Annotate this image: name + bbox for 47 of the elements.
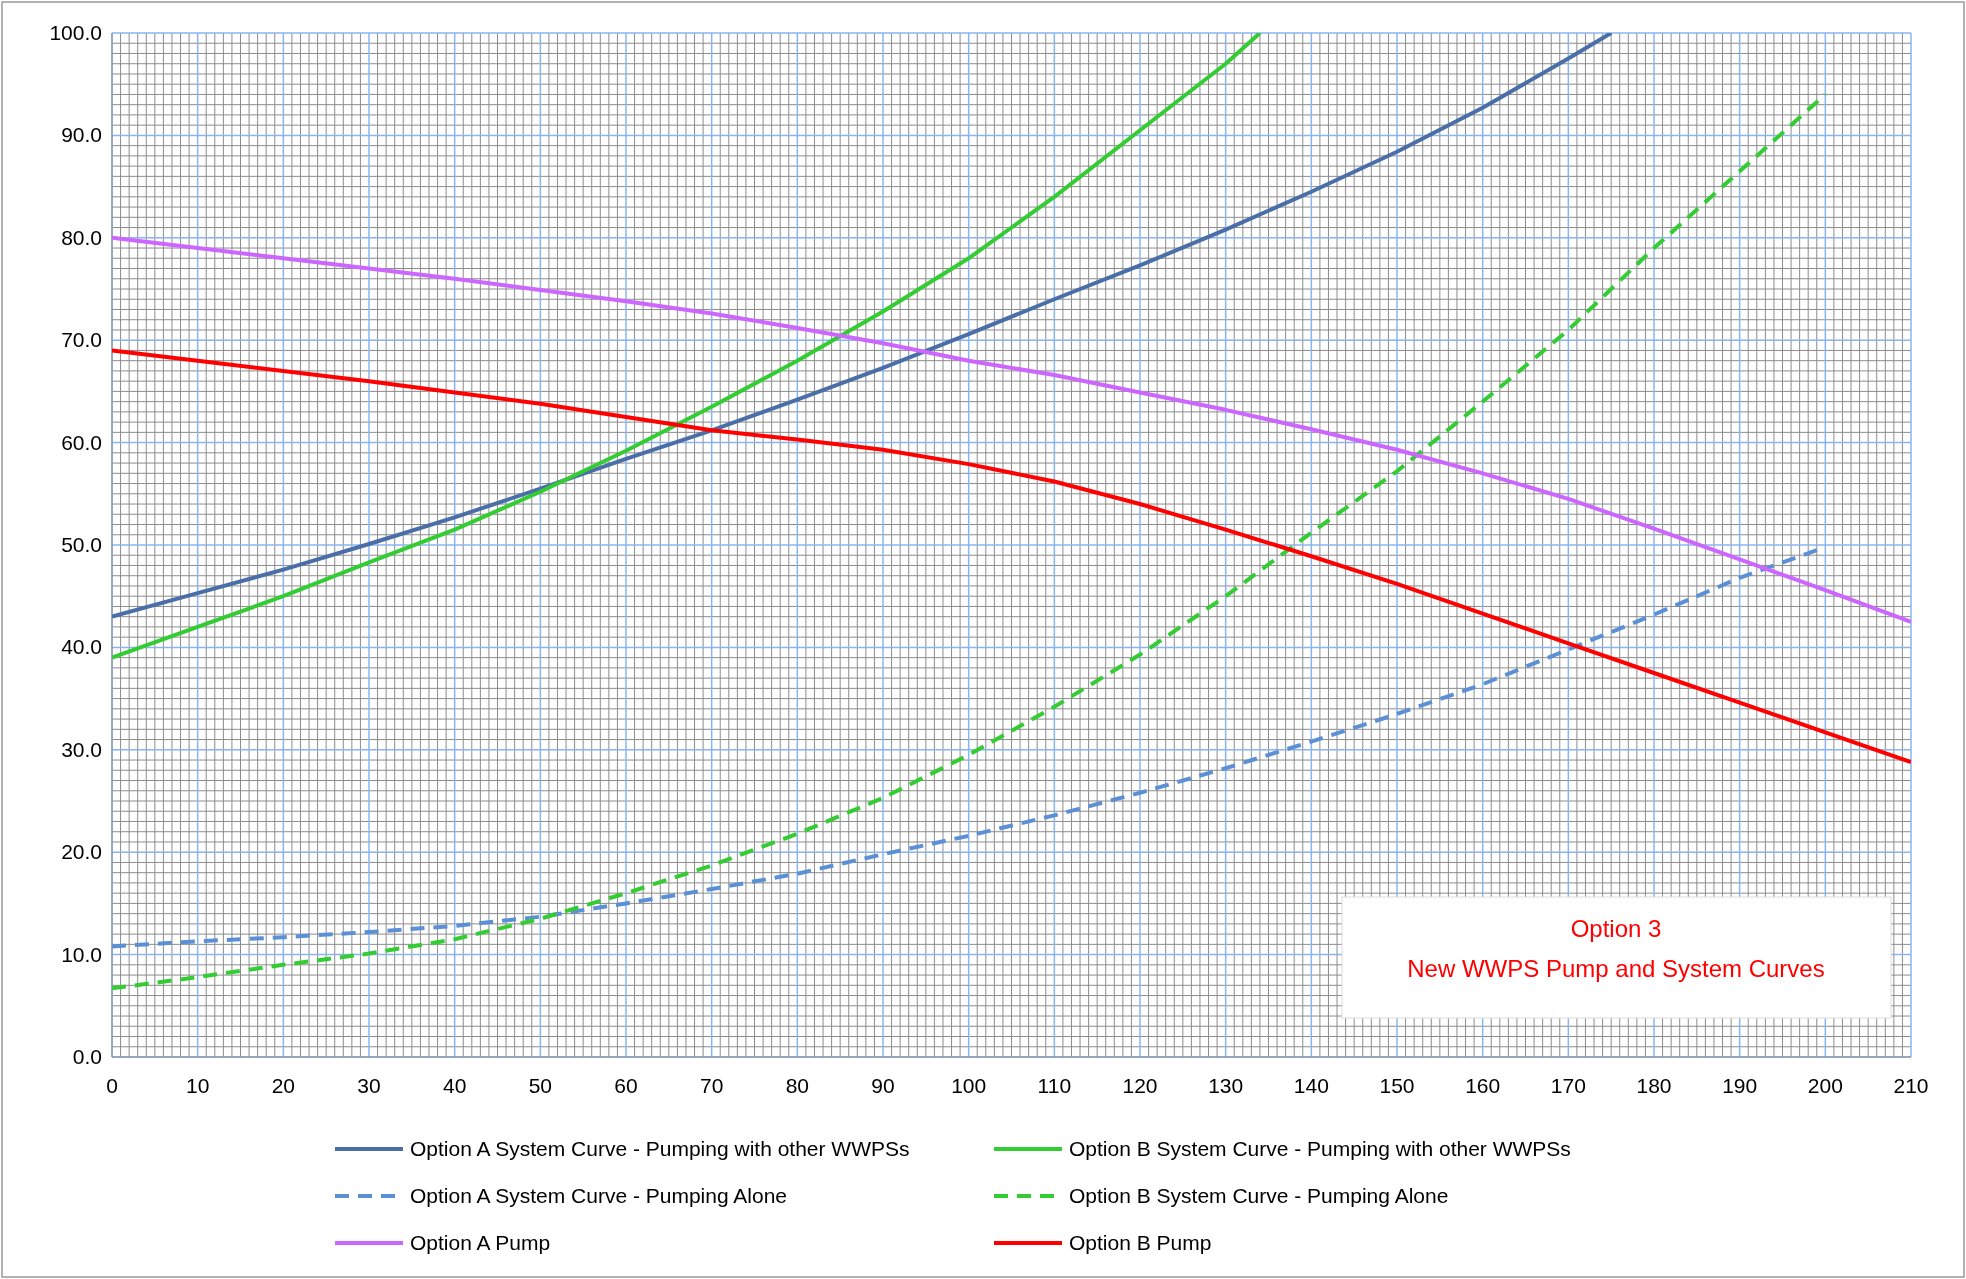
x-tick-label: 130: [1208, 1074, 1244, 1097]
x-tick-label: 200: [1807, 1074, 1843, 1097]
x-tick-label: 20: [271, 1074, 296, 1097]
x-tick-label: 110: [1037, 1074, 1072, 1097]
y-tick-label: 30.0: [61, 737, 102, 761]
x-tick-label: 0: [106, 1074, 118, 1097]
legend-label: Option B System Curve - Pumping with other WWPSs: [1069, 1137, 1571, 1160]
annotation: New WWPS Pump and System Curves: [1407, 955, 1825, 982]
y-tick-label: 20.0: [61, 840, 102, 864]
y-tick-label: 70.0: [61, 328, 102, 352]
x-tick-label: 100: [951, 1074, 987, 1097]
x-tick-label: 170: [1550, 1074, 1586, 1097]
x-tick-label: 150: [1379, 1074, 1415, 1097]
legend-label: Option B Pump: [1069, 1231, 1212, 1254]
legend-label: Option A System Curve - Pumping with other WWPSs: [410, 1137, 910, 1160]
x-tick-label: 140: [1293, 1074, 1329, 1097]
legend-label: Option B System Curve - Pumping Alone: [1069, 1184, 1449, 1207]
x-tick-label: 120: [1122, 1074, 1158, 1097]
x-tick-label: 90: [871, 1074, 895, 1097]
x-tick-label: 60: [614, 1074, 638, 1097]
legend-label: Option A System Curve - Pumping Alone: [410, 1184, 788, 1207]
x-tick-label: 160: [1465, 1074, 1501, 1097]
x-tick-label: 30: [357, 1074, 381, 1097]
x-tick-label: 10: [185, 1074, 210, 1097]
legend-label: Option A Pump: [410, 1231, 551, 1254]
y-tick-label: 0.0: [72, 1045, 102, 1068]
line-series: [112, 92, 1828, 991]
y-tick-label: 60.0: [61, 430, 102, 454]
y-tick-label: 80.0: [61, 225, 102, 249]
line-series: [112, 33, 1614, 619]
note-box: Option 3 New WWPS Pump and System Curves: [1341, 896, 1892, 1019]
y-tick-label: 10.0: [61, 942, 102, 966]
x-tick-label: 180: [1636, 1074, 1672, 1097]
x-tick-label: 190: [1722, 1074, 1758, 1097]
line-series: [112, 33, 1262, 660]
y-tick-label: 100.0: [49, 21, 102, 44]
y-tick-label: 90.0: [61, 123, 102, 147]
x-tick-label: 40: [442, 1074, 467, 1097]
x-tick-label: 70: [699, 1074, 724, 1097]
x-tick-label: 80: [785, 1074, 810, 1097]
y-tick-label: 50.0: [61, 533, 102, 556]
line-series: [112, 348, 1911, 765]
annotation: Option 3: [1570, 915, 1662, 942]
x-tick-label: 50: [528, 1074, 553, 1097]
y-tick-label: 40.0: [61, 635, 102, 659]
line-series: [112, 235, 1911, 624]
x-tick-label: 210: [1893, 1074, 1929, 1097]
